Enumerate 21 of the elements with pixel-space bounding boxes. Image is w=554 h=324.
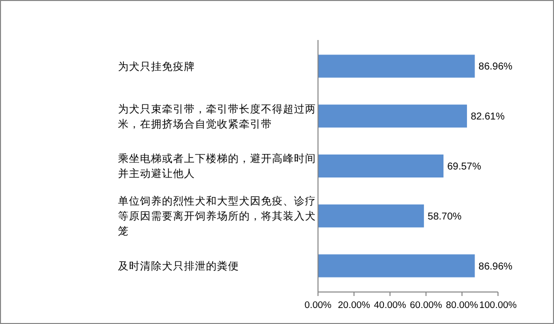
data-label: 69.57% — [447, 162, 482, 172]
y-tick-label: 及时清除犬只排泄的粪便 — [118, 259, 239, 272]
data-label: 82.61% — [470, 112, 505, 123]
x-tick-label: 0.00% — [304, 300, 332, 311]
x-tick-label: 40.00% — [374, 300, 407, 311]
y-tick-label: 乘坐电梯或者上下楼梯的，避开高峰时间并主动避让他人 — [118, 152, 316, 180]
y-tick-label: 为犬只束牵引带，牵引带长度不得超过两米，在拥挤场合自觉收紧牵引带 — [118, 102, 316, 130]
bar — [318, 254, 475, 278]
bar — [318, 204, 424, 228]
x-tick-label: 100.00% — [479, 300, 518, 311]
x-tick-label: 80.00% — [446, 300, 479, 311]
y-tick-label: 为犬只挂免疫牌 — [118, 60, 195, 73]
data-label: 58.70% — [428, 211, 462, 222]
data-label: 86.96% — [478, 261, 513, 272]
y-tick-label: 单位饲养的烈性犬和大型犬因免疫、诊疗等原因需要离开饲养场所的，将其装入犬笼 — [118, 194, 316, 238]
bar — [318, 104, 467, 128]
x-tick-label: 60.00% — [410, 300, 443, 311]
data-label: 86.96% — [478, 62, 513, 73]
x-tick-label: 20.00% — [338, 300, 371, 311]
bar — [318, 154, 444, 178]
bar — [318, 54, 475, 78]
